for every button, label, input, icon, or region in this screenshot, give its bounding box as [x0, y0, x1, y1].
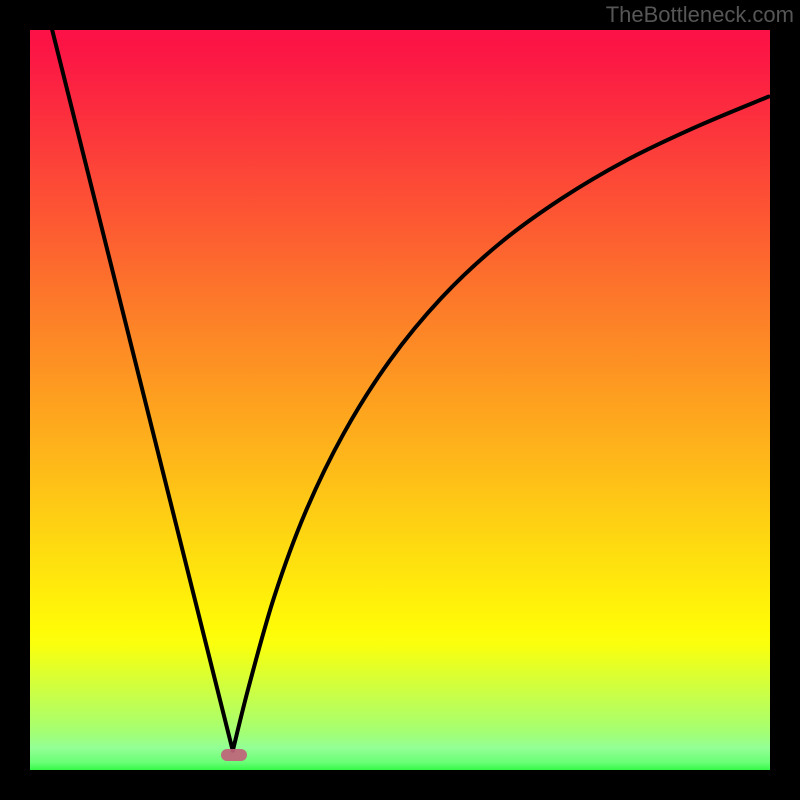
optimal-point-marker — [221, 749, 247, 761]
watermark-text: TheBottleneck.com — [606, 2, 794, 28]
bottleneck-curve — [30, 30, 770, 770]
plot-area — [30, 30, 770, 770]
chart-container: TheBottleneck.com — [0, 0, 800, 800]
